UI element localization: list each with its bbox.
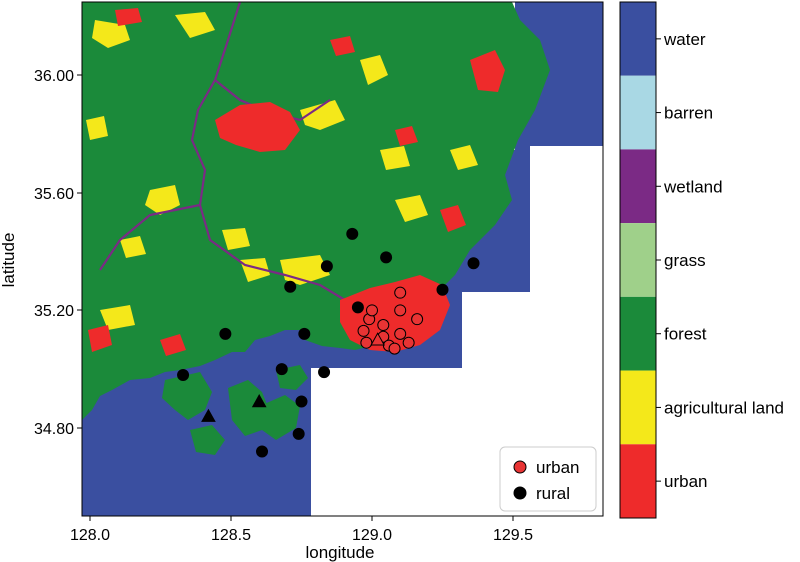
rural-station-triangle-marker: [251, 393, 267, 408]
x-tick-label: 128.5: [211, 527, 251, 544]
urban-station-marker: [377, 319, 390, 332]
urban-station-marker: [366, 304, 378, 317]
colorbar-label-forest: forest: [664, 325, 707, 344]
y-axis: 36.00 35.60 35.20 34.80 latitude: [0, 68, 82, 438]
colorbar-swatch-grass: [620, 223, 656, 297]
map-frame: [81, 1, 604, 517]
urban-station-marker: [394, 286, 407, 299]
urban-station-marker: [402, 336, 415, 349]
colorbar-swatch-forest: [620, 296, 656, 371]
colorbar-swatch-wetland: [620, 149, 656, 224]
y-tick-label: 34.80: [34, 421, 74, 438]
rural-station-marker: [346, 227, 359, 240]
legend-urban-label: urban: [536, 458, 579, 477]
colorbar-swatch-barren: [620, 75, 656, 150]
urban-station-triangle-marker: [370, 332, 385, 346]
rural-station-marker: [320, 260, 333, 273]
colorbar-label-urban: urban: [664, 472, 707, 491]
colorbar-label-water: water: [663, 30, 706, 49]
urban-station-marker: [360, 336, 373, 349]
agricultural-land-patches: [86, 12, 478, 330]
rural-station-marker: [318, 366, 331, 379]
legend-rural-label: rural: [536, 484, 570, 503]
urban-station-marker: [394, 304, 407, 317]
colorbar-label-grass: grass: [664, 251, 706, 270]
urban-station-marker: [411, 313, 424, 326]
colorbar-swatch-water: [620, 2, 656, 76]
legend: urban rural: [499, 446, 597, 512]
x-axis: 128.0 128.5 129.0 129.5 longitude: [70, 516, 533, 562]
rural-station-marker: [436, 283, 449, 296]
rural-station-marker: [275, 363, 288, 376]
colorbar-swatch-urban: [620, 444, 656, 518]
x-tick-label: 129.5: [493, 527, 533, 544]
legend-rural-marker: [513, 486, 527, 500]
rural-station-marker: [219, 327, 232, 340]
y-tick-label: 35.20: [34, 303, 74, 320]
y-axis-title: latitude: [0, 233, 18, 288]
rural-station-marker: [292, 427, 305, 440]
rural-station-marker: [380, 251, 393, 264]
colorbar-label-wetland: wetland: [663, 177, 723, 196]
colorbar: water barren wetland grass forest agricultura…: [619, 1, 784, 519]
rural-station-marker: [351, 301, 364, 314]
rural-station-marker: [298, 327, 311, 340]
rural-station-triangle-marker: [201, 408, 216, 422]
station-markers: [177, 227, 480, 458]
y-tick-label: 36.00: [34, 68, 74, 85]
x-tick-label: 128.0: [70, 527, 110, 544]
colorbar-label-barren: barren: [664, 104, 713, 123]
colorbar-frame: [619, 1, 657, 519]
rural-station-marker: [284, 280, 297, 293]
colorbar-label-agricultural: agricultural land: [664, 398, 784, 417]
urban-station-marker: [394, 327, 407, 340]
y-tick-label: 35.60: [34, 186, 74, 203]
legend-urban-marker: [513, 460, 527, 474]
colorbar-swatch-agricultural: [620, 370, 656, 445]
x-tick-label: 129.0: [352, 527, 392, 544]
urban-station-marker: [388, 342, 401, 355]
x-axis-title: longitude: [305, 543, 374, 562]
rural-station-marker: [295, 395, 308, 408]
map-panel: urban rural: [82, 2, 603, 516]
rural-station-marker: [256, 445, 269, 458]
rural-station-marker: [177, 369, 190, 382]
urban-station-marker: [357, 324, 370, 337]
rural-station-marker: [467, 257, 480, 270]
